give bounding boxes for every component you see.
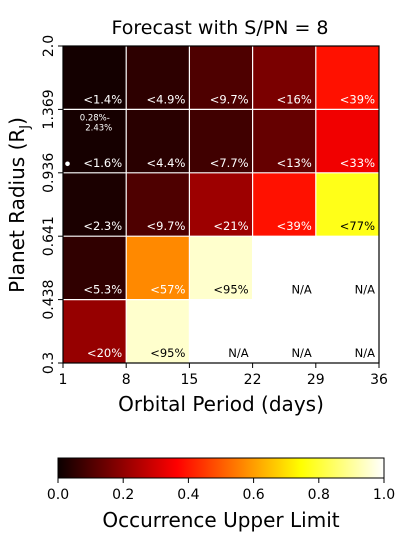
- heatmap-cell: [189, 172, 253, 237]
- cell-value-label: <13%: [277, 156, 312, 170]
- heatmap-cell: [189, 299, 253, 363]
- heatmap-cell: [63, 109, 127, 173]
- heatmap-cell: [252, 172, 316, 237]
- y-tick-label: 0.641: [41, 216, 57, 256]
- cell-value-label: <9.7%: [147, 219, 186, 233]
- cell-note-label: 0.28%-2.43%: [80, 113, 113, 133]
- cell-value-label: N/A: [355, 346, 375, 360]
- cell-value-label: N/A: [228, 346, 248, 360]
- cell-value-label: <9.7%: [210, 92, 249, 106]
- heatmap-cell: [63, 46, 127, 110]
- heatmap-cell: [126, 236, 190, 300]
- cell-value-label: <39%: [340, 92, 375, 106]
- colorbar-ticks: 0.0 0.2 0.4 0.6 0.8 1.0: [47, 478, 395, 503]
- cell-value-label: <21%: [213, 219, 248, 233]
- y-axis-label-main: Planet Radius (R: [5, 129, 29, 293]
- marker-dot: [65, 161, 70, 167]
- heatmap-cell: [252, 236, 316, 300]
- cell-value-label: <7.7%: [210, 156, 249, 170]
- x-axis-ticks: 1 8 15 22 29 36: [59, 363, 388, 388]
- x-tick-label: 36: [370, 372, 388, 388]
- colorbar-tick-label: 0.2: [112, 487, 134, 503]
- cell-value-label: <95%: [150, 346, 185, 360]
- heatmap-cell: [315, 299, 379, 363]
- heatmap-cell: [315, 46, 379, 110]
- cell-value-label: <95%: [213, 283, 248, 297]
- x-axis-label: Orbital Period (days): [118, 392, 324, 416]
- heatmap-cell: [126, 172, 190, 237]
- y-tick-label: 0.936: [41, 153, 57, 193]
- cell-value-label: <57%: [150, 283, 185, 297]
- cell-value-label: <2.3%: [83, 219, 122, 233]
- cell-value-label: <4.4%: [147, 156, 186, 170]
- colorbar-label: Occurrence Upper Limit: [102, 508, 339, 532]
- cell-value-label: <39%: [277, 219, 312, 233]
- heatmap-cell: [63, 236, 127, 300]
- cell-value-label: <4.9%: [147, 92, 186, 106]
- colorbar-tick-label: 0.4: [177, 487, 199, 503]
- chart-title: Forecast with S/PN = 8: [111, 17, 328, 39]
- heatmap-cell: [63, 172, 127, 237]
- heatmap-cell: [189, 236, 253, 300]
- colorbar-tick-label: 0.0: [47, 487, 69, 503]
- y-axis-label-close: ): [5, 117, 29, 125]
- cell-value-label: <16%: [277, 92, 312, 106]
- colorbar-tick-label: 0.6: [242, 487, 264, 503]
- heatmap-cell: [252, 109, 316, 173]
- x-tick-label: 15: [180, 372, 198, 388]
- x-tick-label: 29: [307, 372, 325, 388]
- cell-value-label: <1.4%: [83, 92, 122, 106]
- x-tick-label: 8: [122, 372, 131, 388]
- y-tick-label: 0.3: [41, 352, 57, 374]
- y-axis-label-subscript: J: [18, 125, 33, 130]
- heatmap-cell: [252, 299, 316, 363]
- heatmap-cell: [315, 109, 379, 173]
- heatmap-cell: [315, 236, 379, 300]
- heatmap-cell: [63, 299, 127, 363]
- y-axis-ticks: 0.3 0.438 0.641 0.936 1.369 2.0: [41, 35, 63, 374]
- colorbar: [57, 457, 385, 479]
- heatmap-cells: [63, 46, 379, 363]
- heatmap-cell: [126, 46, 190, 110]
- cell-value-label: N/A: [291, 346, 311, 360]
- heatmap-cell: [189, 46, 253, 110]
- cell-value-label: <33%: [340, 156, 375, 170]
- cell-value-label: <77%: [340, 219, 375, 233]
- cell-value-label: <20%: [87, 346, 122, 360]
- x-tick-label: 22: [244, 372, 262, 388]
- heatmap-cell: [126, 109, 190, 173]
- y-tick-label: 0.438: [41, 280, 57, 320]
- y-tick-label: 1.369: [41, 89, 57, 129]
- cell-value-label: N/A: [291, 283, 311, 297]
- heatmap-cell-labels: <1.4% <4.9% <9.7% <16% <39% <1.6% 0.28%-2.43% <…: [80, 92, 375, 360]
- heatmap-cell: [126, 299, 190, 363]
- cell-value-label: <5.3%: [83, 283, 122, 297]
- cell-value-label: <1.6%: [83, 156, 122, 170]
- cell-value-label: N/A: [355, 283, 375, 297]
- plot-frame: [62, 45, 380, 364]
- heatmap-cell: [315, 172, 379, 237]
- y-axis-label: Planet Radius (RJ): [5, 117, 33, 293]
- heatmap-gridlines: [63, 46, 379, 363]
- colorbar-tick-label: 1.0: [373, 487, 395, 503]
- heatmap-cell: [252, 46, 316, 110]
- colorbar-tick-label: 0.8: [308, 487, 330, 503]
- data-marker: [65, 161, 70, 167]
- heatmap-cell: [189, 109, 253, 173]
- y-tick-label: 2.0: [41, 35, 57, 57]
- x-tick-label: 1: [59, 372, 68, 388]
